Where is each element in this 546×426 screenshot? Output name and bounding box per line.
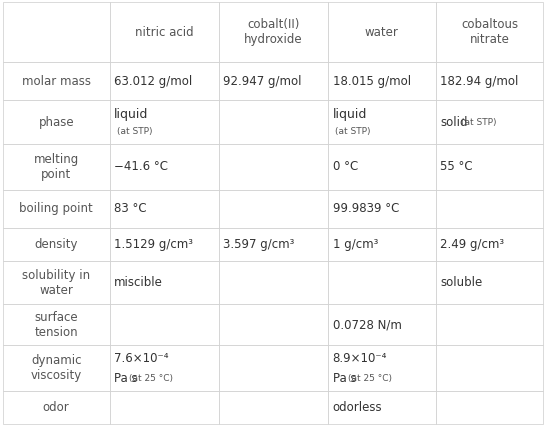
Bar	[110, 62, 219, 101]
Text: 55 °C: 55 °C	[440, 160, 473, 173]
Bar	[110, 144, 219, 190]
Bar	[436, 190, 543, 228]
Text: (at STP): (at STP)	[117, 127, 152, 136]
Text: water: water	[365, 26, 399, 39]
Text: liquid: liquid	[333, 108, 367, 121]
Bar	[436, 345, 543, 391]
Bar	[3, 304, 110, 345]
Text: 7.6×10⁻⁴: 7.6×10⁻⁴	[114, 352, 169, 365]
Bar	[110, 2, 219, 62]
Text: 1.5129 g/cm³: 1.5129 g/cm³	[114, 238, 193, 251]
Bar	[328, 261, 436, 304]
Bar	[110, 228, 219, 261]
Bar	[110, 101, 219, 144]
Bar	[328, 101, 436, 144]
Text: odorless: odorless	[333, 401, 382, 414]
Bar	[436, 144, 543, 190]
Bar	[219, 261, 328, 304]
Bar	[3, 228, 110, 261]
Bar	[328, 190, 436, 228]
Text: 99.9839 °C: 99.9839 °C	[333, 202, 399, 215]
Text: cobaltous
nitrate: cobaltous nitrate	[461, 18, 518, 46]
Bar	[328, 2, 436, 62]
Text: nitric acid: nitric acid	[135, 26, 194, 39]
Text: (at STP): (at STP)	[461, 118, 496, 127]
Bar	[436, 101, 543, 144]
Bar	[110, 391, 219, 424]
Bar	[328, 345, 436, 391]
Bar	[328, 304, 436, 345]
Text: density: density	[34, 238, 78, 251]
Text: (at 25 °C): (at 25 °C)	[348, 374, 392, 383]
Bar	[436, 261, 543, 304]
Bar	[3, 62, 110, 101]
Bar	[328, 391, 436, 424]
Text: boiling point: boiling point	[19, 202, 93, 215]
Text: surface
tension: surface tension	[34, 311, 78, 339]
Bar	[3, 2, 110, 62]
Bar	[219, 391, 328, 424]
Bar	[436, 391, 543, 424]
Text: solid: solid	[440, 115, 467, 129]
Bar	[436, 304, 543, 345]
Bar	[110, 345, 219, 391]
Bar	[219, 228, 328, 261]
Text: 182.94 g/mol: 182.94 g/mol	[440, 75, 519, 88]
Bar	[436, 2, 543, 62]
Text: odor: odor	[43, 401, 70, 414]
Bar	[436, 228, 543, 261]
Text: phase: phase	[38, 115, 74, 129]
Text: Pa s: Pa s	[114, 371, 138, 385]
Bar	[328, 228, 436, 261]
Bar	[219, 2, 328, 62]
Text: 63.012 g/mol: 63.012 g/mol	[114, 75, 192, 88]
Bar	[3, 345, 110, 391]
Text: 8.9×10⁻⁴: 8.9×10⁻⁴	[333, 352, 387, 365]
Text: dynamic
viscosity: dynamic viscosity	[31, 354, 82, 382]
Bar	[328, 62, 436, 101]
Text: 3.597 g/cm³: 3.597 g/cm³	[223, 238, 295, 251]
Text: cobalt(II)
hydroxide: cobalt(II) hydroxide	[244, 18, 303, 46]
Bar	[436, 62, 543, 101]
Text: −41.6 °C: −41.6 °C	[114, 160, 168, 173]
Bar	[219, 190, 328, 228]
Bar	[219, 144, 328, 190]
Text: 0.0728 N/m: 0.0728 N/m	[333, 318, 401, 331]
Bar	[219, 304, 328, 345]
Text: (at 25 °C): (at 25 °C)	[129, 374, 174, 383]
Bar	[328, 144, 436, 190]
Text: 18.015 g/mol: 18.015 g/mol	[333, 75, 411, 88]
Text: 0 °C: 0 °C	[333, 160, 358, 173]
Bar	[3, 101, 110, 144]
Text: solubility in
water: solubility in water	[22, 268, 90, 296]
Bar	[219, 62, 328, 101]
Text: Pa s: Pa s	[333, 371, 356, 385]
Text: 92.947 g/mol: 92.947 g/mol	[223, 75, 302, 88]
Bar	[110, 304, 219, 345]
Bar	[3, 261, 110, 304]
Bar	[3, 391, 110, 424]
Bar	[3, 190, 110, 228]
Text: 2.49 g/cm³: 2.49 g/cm³	[440, 238, 504, 251]
Bar	[219, 345, 328, 391]
Text: liquid: liquid	[114, 108, 149, 121]
Text: 83 °C: 83 °C	[114, 202, 147, 215]
Text: miscible: miscible	[114, 276, 163, 289]
Text: soluble: soluble	[440, 276, 482, 289]
Bar	[3, 144, 110, 190]
Text: melting
point: melting point	[34, 153, 79, 181]
Bar	[219, 101, 328, 144]
Bar	[110, 190, 219, 228]
Text: (at STP): (at STP)	[335, 127, 371, 136]
Text: molar mass: molar mass	[22, 75, 91, 88]
Text: 1 g/cm³: 1 g/cm³	[333, 238, 378, 251]
Bar	[110, 261, 219, 304]
